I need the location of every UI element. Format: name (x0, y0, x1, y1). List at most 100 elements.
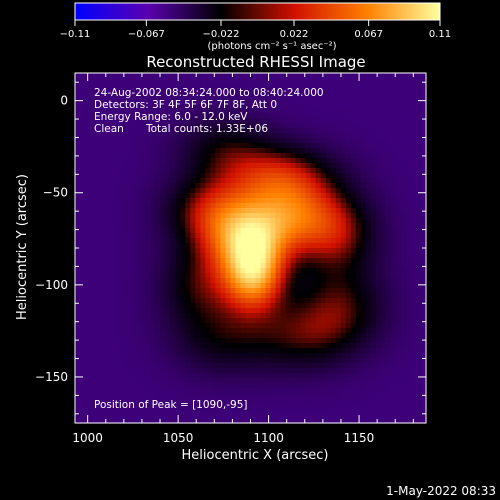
heatmap-cell (185, 343, 191, 349)
heatmap-cell (395, 148, 402, 154)
heatmap-cell (420, 303, 427, 309)
heatmap-cell (115, 343, 121, 349)
heatmap-cell (220, 203, 227, 209)
heatmap-cell (375, 358, 382, 364)
heatmap-cell (340, 223, 347, 229)
heatmap-cell (290, 178, 297, 184)
heatmap-cell (255, 323, 262, 329)
heatmap-cell (95, 348, 101, 354)
heatmap-cell (300, 138, 307, 144)
heatmap-cell (390, 368, 397, 374)
heatmap-cell (255, 133, 262, 139)
heatmap-cell (115, 408, 121, 414)
heatmap-cell (250, 328, 257, 334)
heatmap-cell (360, 83, 367, 89)
heatmap-cell (95, 113, 101, 119)
heatmap-cell (180, 198, 186, 204)
heatmap-cell (125, 268, 131, 274)
heatmap-cell (125, 248, 131, 254)
heatmap-cell (90, 368, 96, 374)
heatmap-cell (400, 343, 407, 349)
heatmap-cell (310, 393, 317, 399)
heatmap-cell (135, 93, 141, 99)
heatmap-cell (90, 283, 96, 289)
heatmap-cell (90, 123, 96, 129)
heatmap-cell (185, 393, 191, 399)
heatmap-cell (305, 288, 312, 294)
heatmap-cell (280, 163, 287, 169)
heatmap-cell (320, 328, 327, 334)
heatmap-cell (90, 188, 96, 194)
heatmap-cell (180, 123, 186, 129)
heatmap-cell (215, 413, 222, 419)
heatmap-cell (370, 238, 377, 244)
heatmap-cell (100, 283, 106, 289)
heatmap-cell (125, 328, 131, 334)
heatmap-cell (165, 253, 171, 259)
heatmap-cell (265, 243, 272, 249)
heatmap-cell (290, 408, 297, 414)
heatmap-cell (365, 73, 372, 79)
heatmap-cell (175, 133, 181, 139)
heatmap-cell (310, 158, 317, 164)
heatmap-cell (320, 278, 327, 284)
heatmap-cell (300, 273, 307, 279)
heatmap-cell (405, 283, 412, 289)
heatmap-cell (155, 393, 161, 399)
heatmap-cell (320, 138, 327, 144)
heatmap-cell (305, 198, 312, 204)
heatmap-cell (405, 408, 412, 414)
heatmap-cell (230, 258, 237, 264)
heatmap-cell (360, 143, 367, 149)
heatmap-cell (145, 288, 151, 294)
heatmap-cell (370, 83, 377, 89)
heatmap-cell (375, 368, 382, 374)
heatmap-cell (245, 78, 252, 84)
heatmap-cell (255, 193, 262, 199)
heatmap-cell (160, 128, 166, 134)
heatmap-cell (265, 408, 272, 414)
heatmap-cell (275, 123, 282, 129)
heatmap-cell (115, 308, 121, 314)
heatmap-cell (90, 323, 96, 329)
heatmap-cell (85, 258, 91, 264)
heatmap-cell (255, 338, 262, 344)
heatmap-cell (165, 193, 171, 199)
heatmap-cell (390, 218, 397, 224)
heatmap-cell (380, 278, 387, 284)
heatmap-cell (365, 168, 372, 174)
heatmap-cell (155, 128, 161, 134)
heatmap-cell (255, 98, 262, 104)
heatmap-cell (360, 373, 367, 379)
heatmap-cell (415, 333, 422, 339)
heatmap-cell (305, 188, 312, 194)
heatmap-cell (320, 198, 327, 204)
heatmap-cell (350, 198, 357, 204)
heatmap-cell (315, 328, 322, 334)
heatmap-cell (315, 88, 322, 94)
heatmap-cell (80, 218, 86, 224)
heatmap-cell (100, 78, 106, 84)
heatmap-cell (205, 328, 211, 334)
heatmap-cell (210, 223, 216, 229)
heatmap-cell (355, 258, 362, 264)
heatmap-cell (155, 243, 161, 249)
heatmap-cell (380, 213, 387, 219)
heatmap-cell (280, 138, 287, 144)
heatmap-cell (290, 413, 297, 419)
heatmap-cell (380, 378, 387, 384)
heatmap-cell (370, 193, 377, 199)
heatmap-cell (160, 218, 166, 224)
heatmap-cell (110, 388, 116, 394)
heatmap-cell (245, 208, 252, 214)
heatmap-cell (155, 133, 161, 139)
heatmap-cell (310, 313, 317, 319)
heatmap-cell (170, 343, 176, 349)
heatmap-cell (140, 268, 146, 274)
heatmap-cell (215, 363, 222, 369)
heatmap-cell (90, 138, 96, 144)
heatmap-cell (240, 373, 247, 379)
heatmap-cell (75, 253, 81, 259)
heatmap-cell (265, 103, 272, 109)
heatmap-cell (260, 218, 267, 224)
